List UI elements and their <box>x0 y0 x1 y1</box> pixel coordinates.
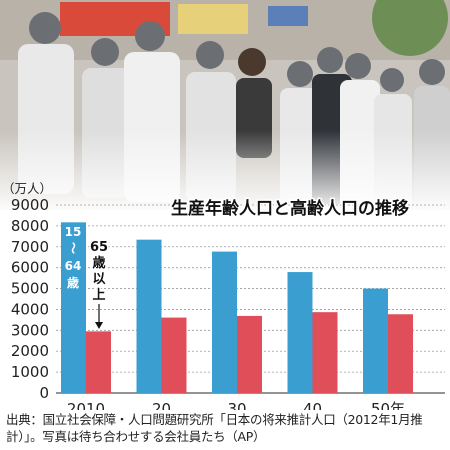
bar-working-age <box>287 272 313 393</box>
x-tick-label: 30 <box>227 400 246 410</box>
svg-text:64: 64 <box>65 259 82 273</box>
svg-text:歳: 歳 <box>67 275 79 290</box>
x-axis-ticks: 2010 20 30 40 50年 <box>67 400 405 410</box>
y-tick-label: 5000 <box>11 280 49 298</box>
x-tick-label: 2010 <box>67 400 105 410</box>
bar-working-age <box>363 288 388 393</box>
commuters-photo <box>0 0 450 210</box>
x-tick-label: 20 <box>152 400 171 410</box>
legend-elderly: 65 歳 以 上 <box>88 239 109 305</box>
bar-elderly <box>86 331 111 393</box>
y-tick-label: 7000 <box>11 238 49 256</box>
y-tick-label: 1000 <box>11 363 49 381</box>
y-tick-label: 6000 <box>11 259 49 277</box>
y-tick-label: 4000 <box>11 300 49 318</box>
bar-working-age <box>136 239 162 393</box>
y-tick-label: 2000 <box>11 342 49 360</box>
svg-text:15: 15 <box>65 225 82 239</box>
svg-text:65: 65 <box>90 240 108 255</box>
legend-pointer-arrow <box>95 322 103 329</box>
bar-elderly <box>312 312 338 393</box>
bar-elderly <box>237 315 262 393</box>
chart-title: 生産年齢人口と高齢人口の推移 <box>171 198 409 219</box>
bar-working-age <box>61 222 86 393</box>
bars <box>61 222 413 393</box>
svg-text:〜: 〜 <box>66 242 80 254</box>
x-tick-label: 50年 <box>371 400 405 410</box>
y-tick-label: 8000 <box>11 217 49 235</box>
svg-text:上: 上 <box>92 288 105 303</box>
bar-elderly <box>161 317 187 393</box>
legend-working-age: 15 〜 64 歳 <box>65 225 82 290</box>
source-caption: 出典：国立社会保障・人口問題研究所「日本の将来推計人口（2012年1月推計）」。… <box>6 412 423 444</box>
y-tick-label: 3000 <box>11 321 49 339</box>
y-tick-label: 0 <box>39 384 49 402</box>
svg-text:歳: 歳 <box>92 255 105 271</box>
population-chart: 0 1000 2000 3000 4000 5000 6000 7000 8000 9000 20… <box>2 181 445 410</box>
svg-text:以: 以 <box>92 272 105 287</box>
bar-elderly <box>388 314 413 393</box>
y-tick-label: 9000 <box>11 196 49 214</box>
y-axis-ticks: 0 1000 2000 3000 4000 5000 6000 7000 8000 9000 <box>11 196 49 402</box>
x-tick-label: 40 <box>303 400 322 410</box>
bar-working-age <box>212 251 237 393</box>
y-axis-unit: （万人） <box>2 181 52 196</box>
